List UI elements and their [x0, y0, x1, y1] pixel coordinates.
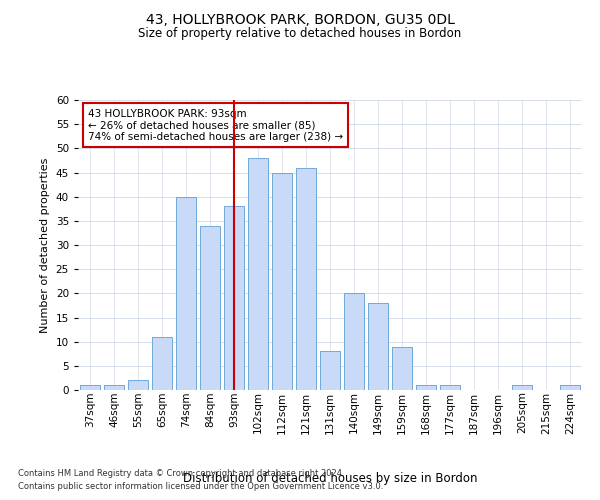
- Bar: [296, 168, 316, 390]
- Bar: [320, 352, 340, 390]
- Bar: [128, 380, 148, 390]
- Bar: [248, 158, 268, 390]
- Bar: [224, 206, 244, 390]
- Text: Contains public sector information licensed under the Open Government Licence v3: Contains public sector information licen…: [18, 482, 383, 491]
- Bar: [104, 385, 124, 390]
- Bar: [512, 385, 532, 390]
- Bar: [272, 172, 292, 390]
- Bar: [416, 385, 436, 390]
- Text: 43, HOLLYBROOK PARK, BORDON, GU35 0DL: 43, HOLLYBROOK PARK, BORDON, GU35 0DL: [146, 12, 454, 26]
- Bar: [176, 196, 196, 390]
- Bar: [344, 294, 364, 390]
- Bar: [392, 346, 412, 390]
- Text: Contains HM Land Registry data © Crown copyright and database right 2024.: Contains HM Land Registry data © Crown c…: [18, 468, 344, 477]
- Bar: [560, 385, 580, 390]
- Text: Size of property relative to detached houses in Bordon: Size of property relative to detached ho…: [139, 28, 461, 40]
- Y-axis label: Number of detached properties: Number of detached properties: [40, 158, 50, 332]
- X-axis label: Distribution of detached houses by size in Bordon: Distribution of detached houses by size …: [183, 472, 477, 486]
- Bar: [200, 226, 220, 390]
- Bar: [80, 385, 100, 390]
- Bar: [152, 337, 172, 390]
- Bar: [368, 303, 388, 390]
- Bar: [440, 385, 460, 390]
- Text: 43 HOLLYBROOK PARK: 93sqm
← 26% of detached houses are smaller (85)
74% of semi-: 43 HOLLYBROOK PARK: 93sqm ← 26% of detac…: [88, 108, 343, 142]
